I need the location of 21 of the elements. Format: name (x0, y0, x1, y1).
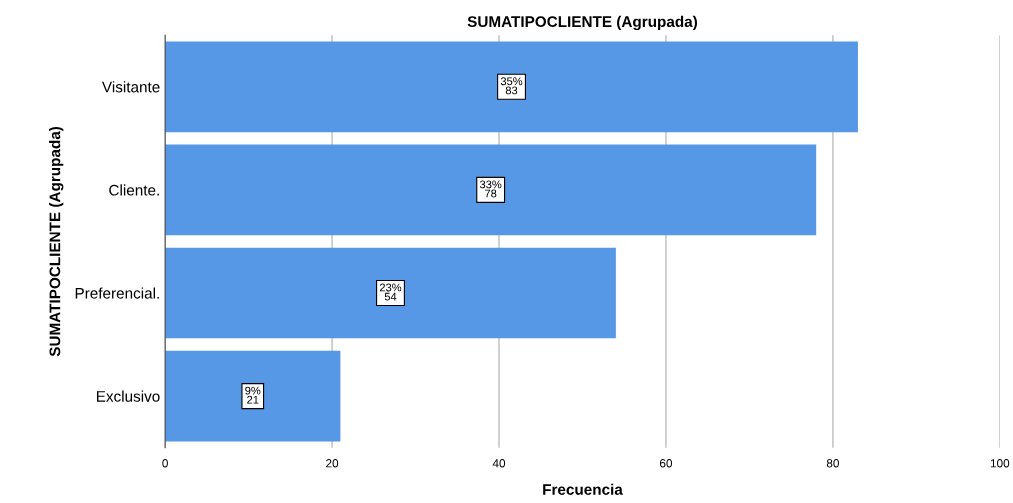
x-axis-title: Frecuencia (543, 483, 623, 495)
x-tick-label: 80 (826, 459, 839, 468)
chart-title: SUMATIPOCLIENTE (Agrupada) (467, 15, 698, 31)
y-axis-title: SUMATIPOCLIENTE (Agrupada) (49, 126, 64, 357)
data-label: 35% 83 (500, 77, 523, 95)
data-label: 33% 78 (479, 180, 502, 198)
bar (165, 41, 858, 133)
x-tick-label: 0 (162, 459, 168, 468)
y-tick-label: Cliente. (109, 184, 159, 196)
y-tick-label: Preferencial. (75, 287, 159, 299)
data-label: 23% 54 (379, 283, 402, 301)
y-tick-label: Visitante (102, 81, 160, 93)
x-tick-label: 20 (326, 459, 339, 468)
bar (165, 144, 817, 236)
bar (165, 247, 616, 339)
x-tick-label: 60 (659, 459, 673, 468)
bar (165, 350, 341, 442)
data-label: 9% 21 (245, 386, 261, 404)
y-tick-label: Exclusivo (96, 390, 160, 402)
x-tick-label: 100 (990, 459, 1010, 468)
x-tick-label: 40 (492, 459, 506, 468)
